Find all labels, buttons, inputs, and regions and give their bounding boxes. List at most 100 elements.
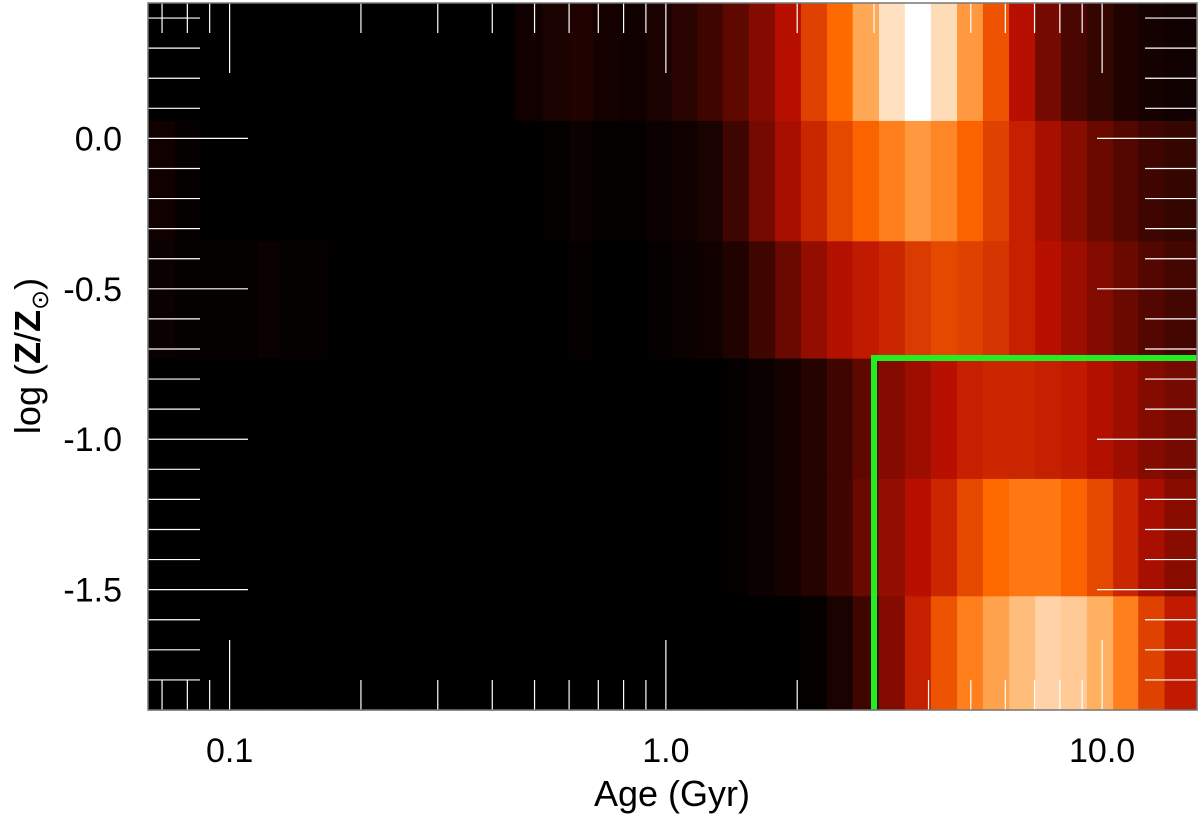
heatmap-cell xyxy=(461,3,493,121)
heatmap-cell xyxy=(775,358,802,479)
heatmap-cell xyxy=(306,595,331,711)
heatmap-cell xyxy=(748,3,776,121)
heatmap-cell xyxy=(148,120,176,242)
heatmap-cell xyxy=(930,478,958,597)
heatmap-cell xyxy=(1138,358,1166,479)
heatmap-cell xyxy=(1164,358,1198,479)
heatmap-cell xyxy=(930,358,958,479)
heatmap-cell xyxy=(229,358,259,479)
heatmap-cell xyxy=(1086,595,1114,711)
y-tick-label: -1.0 xyxy=(63,421,122,459)
heatmap-cell xyxy=(1009,3,1036,121)
heatmap-cell xyxy=(360,358,389,479)
heatmap-cell xyxy=(330,595,362,711)
heatmap-cell xyxy=(492,358,516,479)
heatmap-cell xyxy=(1138,595,1166,711)
heatmap-cell xyxy=(279,358,308,479)
heatmap-cell xyxy=(592,120,620,242)
heatmap-cell xyxy=(800,478,828,597)
heatmap-cell xyxy=(775,120,802,242)
heatmap-cell xyxy=(800,3,828,121)
heatmap-cell xyxy=(387,240,412,359)
tick-labels: 0.1 1.0 10.0 0.0 -0.5 -1.0 -1.5 xyxy=(63,120,1135,770)
heatmap-cell xyxy=(904,358,932,479)
heatmap-cell xyxy=(930,3,958,121)
heatmap-cell xyxy=(541,478,570,597)
heatmap-cell xyxy=(930,120,958,242)
heatmap-cell xyxy=(826,595,854,711)
heatmap-cell xyxy=(671,240,698,359)
heatmap-cell xyxy=(592,3,620,121)
heatmap-cell xyxy=(360,595,389,711)
heatmap-cell xyxy=(257,358,280,479)
heatmap-cell xyxy=(330,358,362,479)
x-axis-label: Age (Gyr) xyxy=(594,773,750,814)
heatmap-cell xyxy=(330,240,362,359)
heatmap-cell xyxy=(879,120,906,242)
heatmap-cell xyxy=(800,240,828,359)
heatmap-cell xyxy=(279,240,308,359)
heatmap-cell xyxy=(437,478,463,597)
heatmap-cell xyxy=(306,3,331,121)
heatmap-cell xyxy=(645,120,673,242)
x-tick-label: 0.1 xyxy=(206,732,253,770)
heatmap-cell xyxy=(201,478,231,597)
heatmap-cell xyxy=(618,595,647,711)
heatmap-cell xyxy=(826,478,854,597)
heatmap-cell xyxy=(1138,478,1166,597)
heatmap-cell xyxy=(330,3,362,121)
heatmap-cell xyxy=(826,120,854,242)
heatmap-cell xyxy=(982,358,1010,479)
heatmap-cell xyxy=(492,240,516,359)
heatmap-cell xyxy=(1009,240,1036,359)
heatmap-cell xyxy=(618,358,647,479)
heatmap-cell xyxy=(722,240,750,359)
heatmap-cell xyxy=(722,478,750,597)
heatmap-cell xyxy=(722,595,750,711)
tick-marks xyxy=(148,3,1197,710)
heatmap-cell xyxy=(722,358,750,479)
heatmap-cell xyxy=(437,595,463,711)
heatmap-cell xyxy=(514,478,543,597)
heatmap-cell xyxy=(645,3,673,121)
heatmap-cell xyxy=(618,240,647,359)
heatmap-cell xyxy=(279,120,308,242)
heatmap-cell xyxy=(201,595,231,711)
heatmap-cell xyxy=(492,478,516,597)
heatmap-cell xyxy=(1086,478,1114,597)
selection-overlay xyxy=(871,355,1197,710)
heatmap-cell xyxy=(748,358,776,479)
heatmap-cell xyxy=(569,120,594,242)
heatmap-cell xyxy=(1113,358,1139,479)
heatmap-cell xyxy=(592,240,620,359)
heatmap-cell xyxy=(229,478,259,597)
heatmap-cells xyxy=(148,3,1198,711)
heatmap-cell xyxy=(410,478,439,597)
heatmap-cell xyxy=(492,120,516,242)
heatmap-cell xyxy=(201,240,231,359)
heatmap-cell xyxy=(1035,478,1062,597)
heatmap-cell xyxy=(175,595,202,711)
heatmap-cell xyxy=(904,595,932,711)
heatmap-cell xyxy=(306,478,331,597)
heatmap-cell xyxy=(461,478,493,597)
heatmap-cell xyxy=(410,3,439,121)
heatmap-cell xyxy=(569,358,594,479)
heatmap-cell xyxy=(1035,3,1062,121)
heatmap-cell xyxy=(569,478,594,597)
heatmap-cell xyxy=(330,478,362,597)
heatmap-cell xyxy=(569,3,594,121)
heatmap-cell xyxy=(1061,3,1088,121)
heatmap-cell xyxy=(175,120,202,242)
heatmap-cell xyxy=(671,3,698,121)
heatmap-cell xyxy=(360,478,389,597)
heatmap-cell xyxy=(618,120,647,242)
heatmap-cell xyxy=(1061,478,1088,597)
overlay-corner-line xyxy=(871,355,1197,710)
heatmap-cell xyxy=(957,478,984,597)
heatmap-cell xyxy=(569,240,594,359)
heatmap-cell xyxy=(930,240,958,359)
plot-frame xyxy=(147,2,1198,711)
heatmap-cell xyxy=(1113,120,1139,242)
